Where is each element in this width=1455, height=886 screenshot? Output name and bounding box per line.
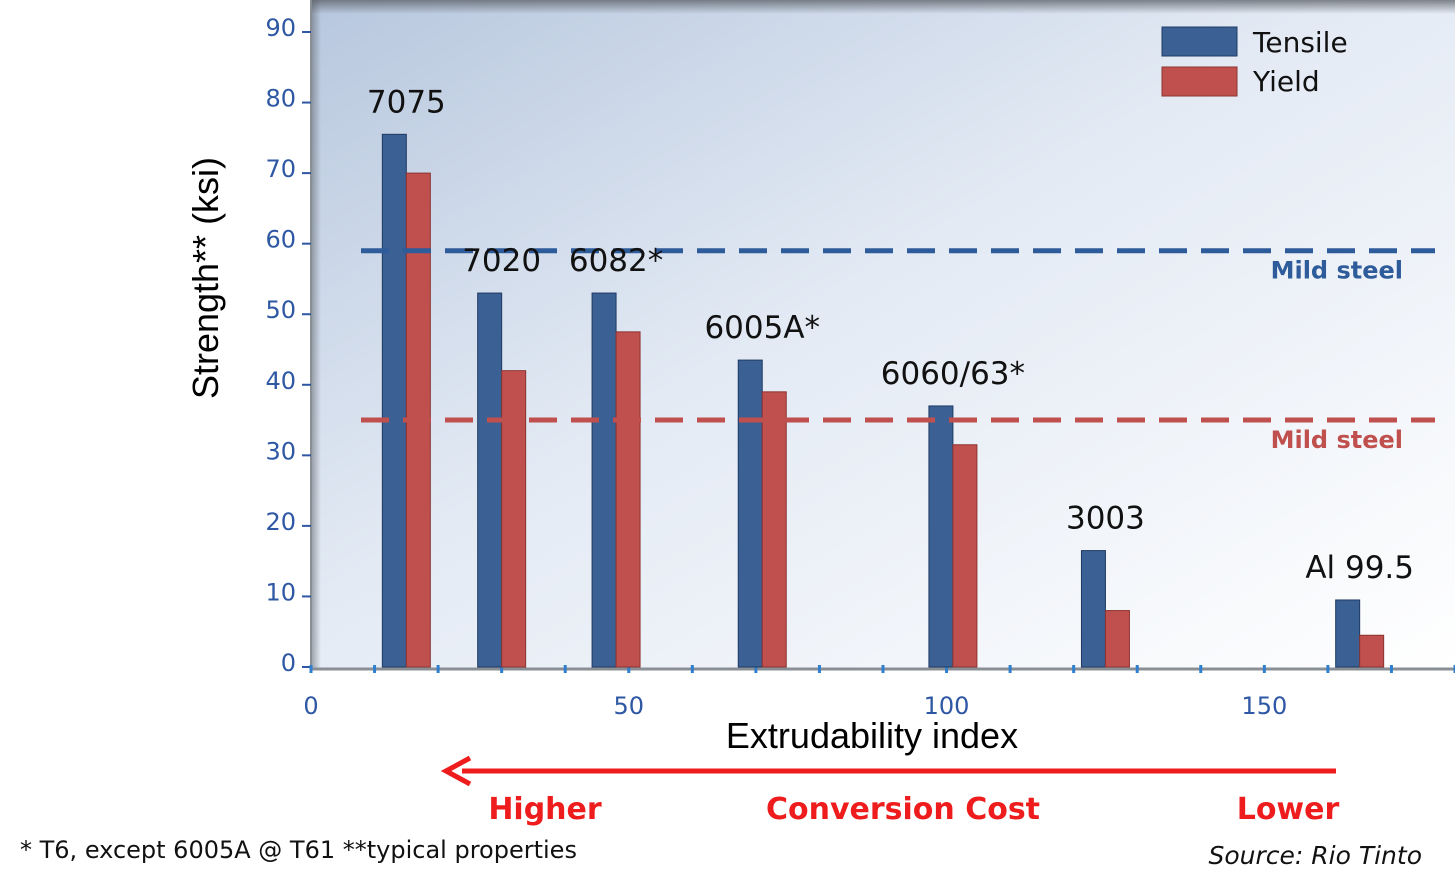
- y-tick-label: 20: [265, 508, 296, 536]
- alloy-label-2: 6082*: [569, 243, 663, 279]
- y-tick-label: 50: [265, 296, 296, 324]
- bar-tensile-3: [737, 359, 763, 668]
- legend-swatch-yield: [1161, 66, 1238, 97]
- x-tick-label: 50: [614, 692, 645, 720]
- legend-swatch-tensile: [1161, 26, 1238, 57]
- x-tick-label: 150: [1241, 692, 1287, 720]
- alloy-label-3: 6005A*: [704, 310, 820, 346]
- y-tick-label: 0: [281, 649, 296, 677]
- bar-yield-6: [1359, 634, 1385, 668]
- bar-tensile-6: [1335, 599, 1361, 668]
- y-tick-label: 80: [265, 85, 296, 113]
- x-tick-label: 100: [924, 692, 970, 720]
- bar-tensile-2: [591, 292, 617, 668]
- arrow-left-icon: [440, 755, 472, 787]
- y-tick-label: 30: [265, 437, 296, 465]
- y-axis-title: Strength** (ksi): [185, 157, 226, 399]
- x-axis-title: Extrudability index: [726, 715, 1018, 756]
- bar-yield-2: [615, 331, 641, 668]
- x-axis: 0 50 100 150: [303, 665, 1455, 720]
- lower-label: Lower: [1237, 792, 1340, 827]
- bar-yield-3: [761, 391, 787, 668]
- legend-label-yield: Yield: [1252, 65, 1320, 98]
- alloy-label-0: 7075: [367, 84, 446, 120]
- alloy-label-4: 6060/63*: [881, 356, 1025, 392]
- reference-label-1: Mild steel: [1271, 426, 1403, 454]
- y-tick-label: 10: [265, 578, 296, 606]
- y-tick-label: 70: [265, 155, 296, 183]
- x-tick-label: 0: [303, 692, 318, 720]
- bar-tensile-5: [1080, 550, 1106, 668]
- legend: Tensile Yield: [1161, 26, 1348, 98]
- bar-yield-5: [1104, 610, 1130, 668]
- alloy-label-6: Al 99.5: [1305, 550, 1414, 586]
- source-credit: Source: Rio Tinto: [1208, 841, 1422, 870]
- alloy-label-5: 3003: [1066, 501, 1145, 537]
- higher-label: Higher: [488, 792, 602, 827]
- bar-yield-1: [501, 370, 527, 668]
- reference-lines: Mild steel Mild steel: [361, 248, 1435, 454]
- conversion-cost-label: Conversion Cost: [766, 792, 1040, 827]
- bar-tensile-1: [477, 292, 503, 668]
- y-axis: 0 10 20 30 40 50 60 70 80 90: [265, 0, 312, 677]
- bar-yield-4: [952, 444, 978, 668]
- legend-label-tensile: Tensile: [1252, 26, 1348, 59]
- bar-tensile-4: [928, 405, 954, 668]
- alloy-label-1: 7020: [462, 243, 541, 279]
- alloy-labels: 7075 7020 6082* 6005A* 6060/63* 3003 Al 99.5: [367, 84, 1414, 586]
- y-tick-label: 40: [265, 367, 296, 395]
- footnote: * T6, except 6005A @ T61 **typical prope…: [20, 836, 577, 864]
- conversion-cost-arrow: [440, 755, 1336, 787]
- y-tick-label: 90: [265, 14, 296, 42]
- reference-label-0: Mild steel: [1271, 257, 1403, 285]
- bar-tensile-0: [381, 133, 407, 668]
- y-tick-label: 60: [265, 226, 296, 254]
